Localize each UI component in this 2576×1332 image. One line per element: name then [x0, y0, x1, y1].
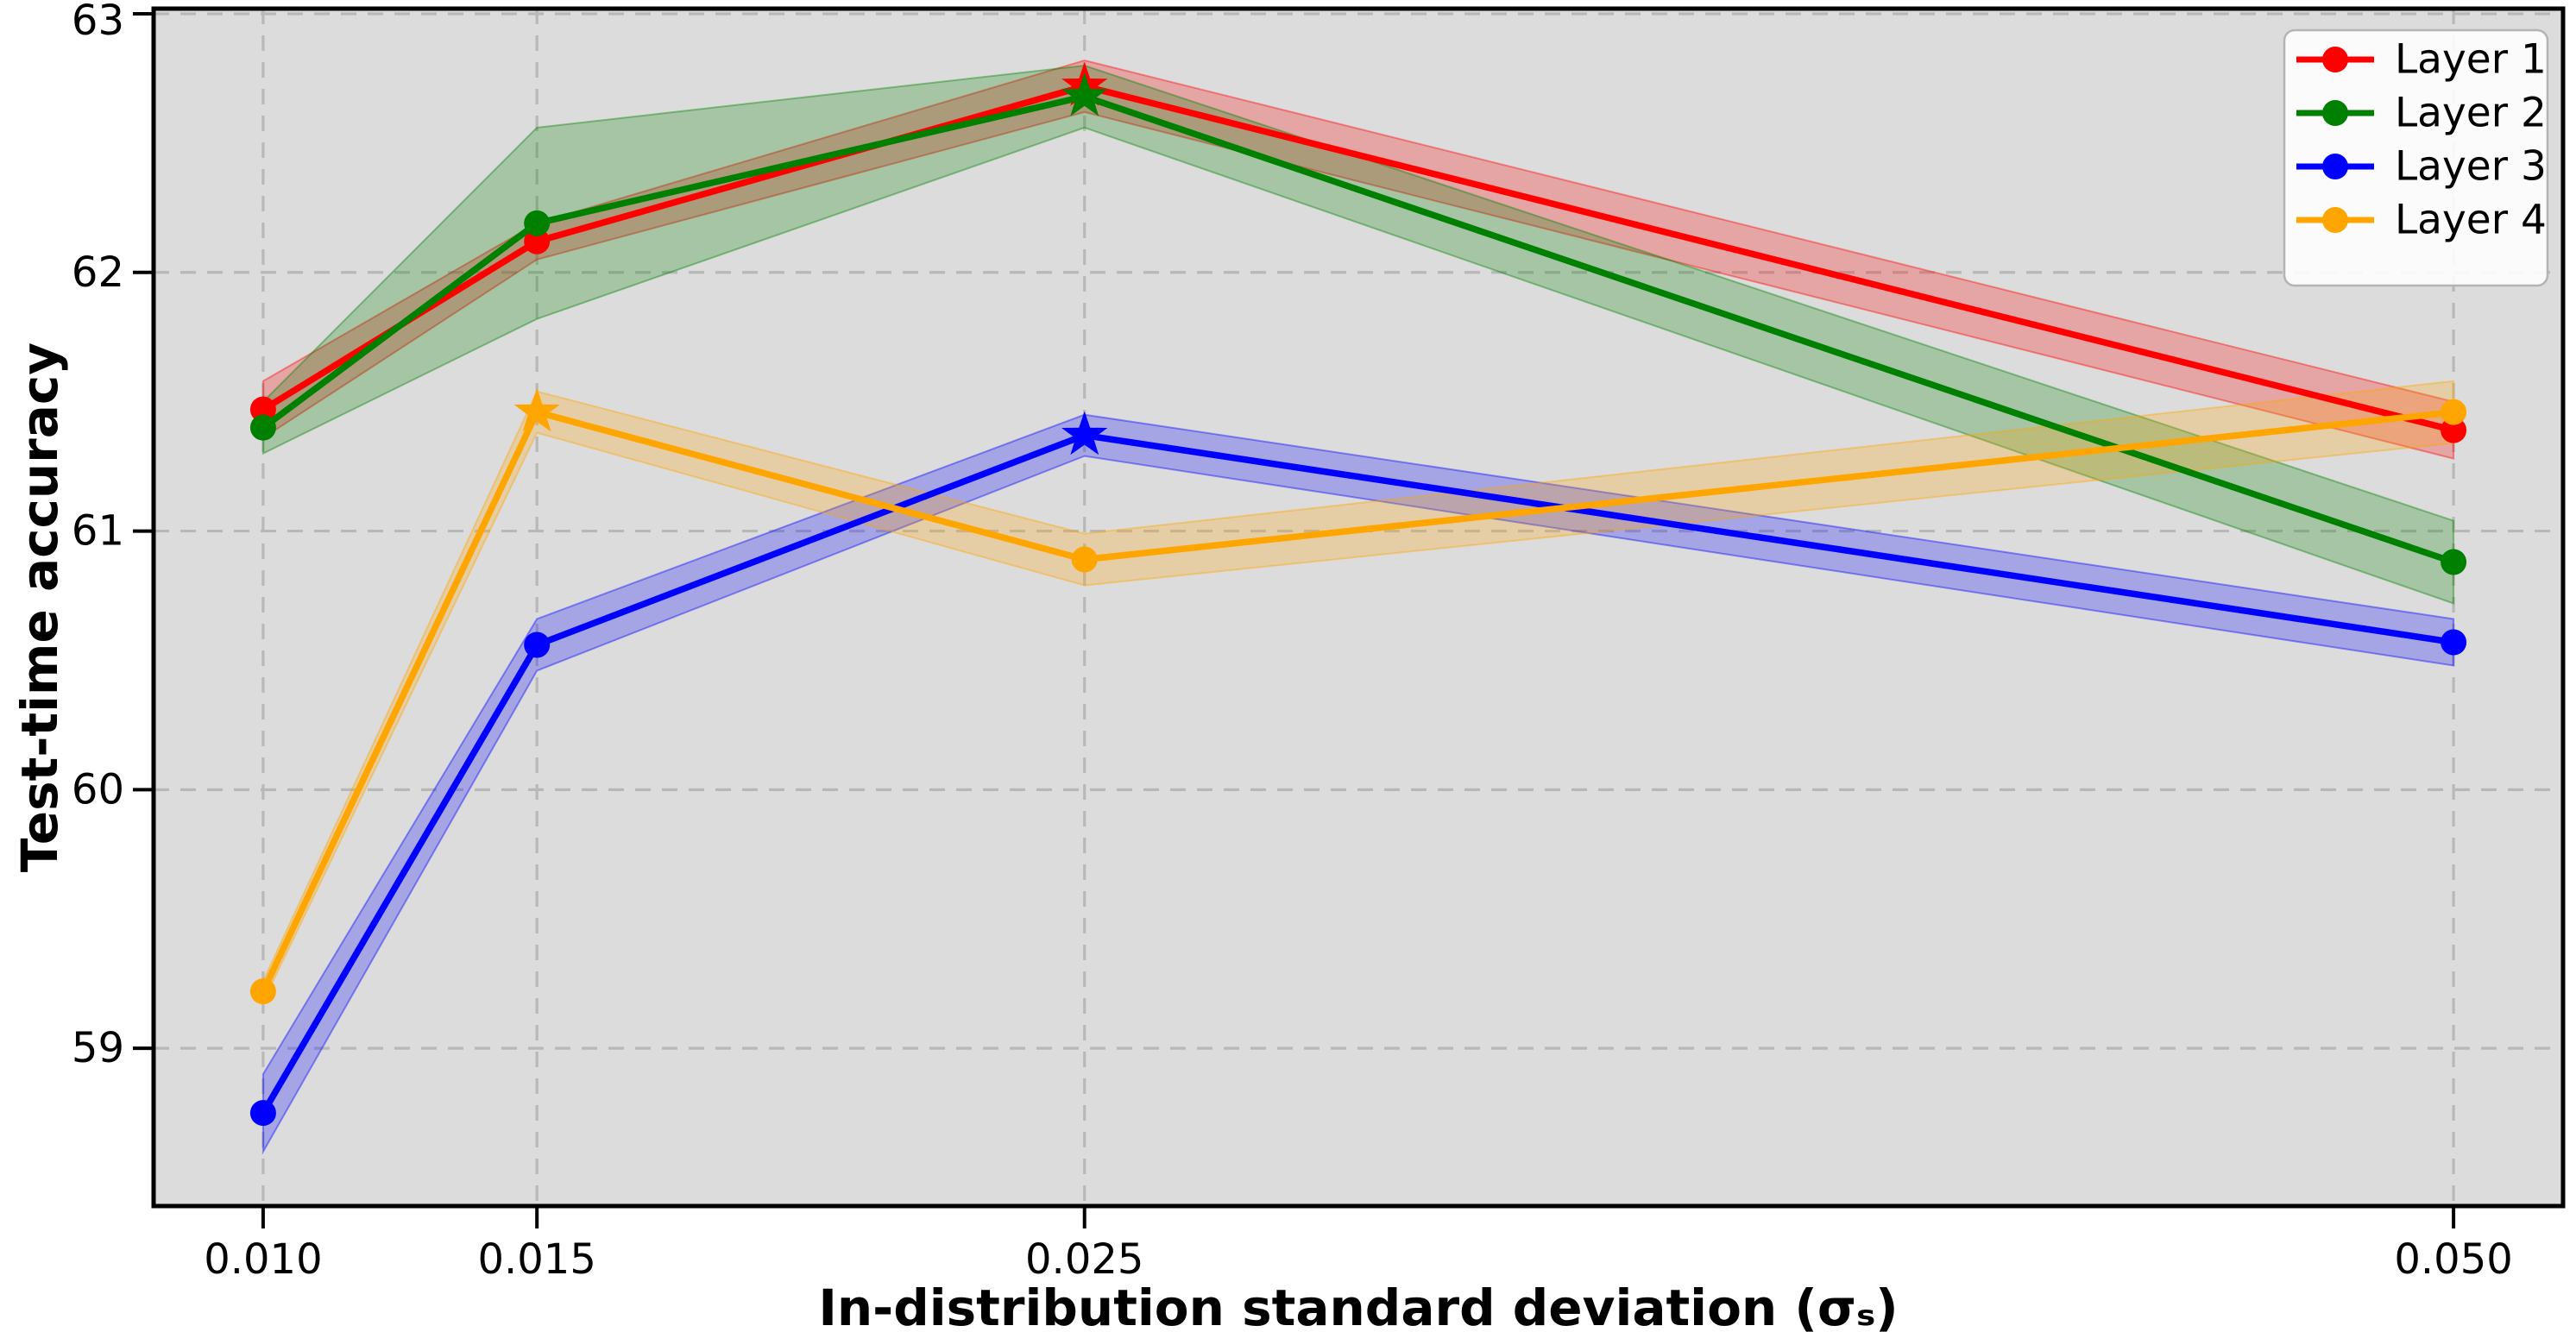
y-axis-label: Test-time accuracy	[10, 342, 69, 872]
legend-sample-marker	[2322, 100, 2348, 126]
legend-sample-marker	[2322, 47, 2348, 72]
x-tick-label: 0.050	[2394, 1235, 2512, 1284]
y-tick-label: 62	[72, 248, 124, 297]
data-point-star-4	[513, 387, 560, 432]
x-tick-label: 0.015	[477, 1235, 595, 1284]
legend-label: Layer 4	[2395, 197, 2547, 244]
series-band-2	[261, 64, 2455, 605]
series-band-3	[261, 413, 2455, 1155]
data-point-4	[2441, 399, 2467, 425]
y-tick-label: 59	[72, 1024, 124, 1072]
x-tick-label: 0.010	[204, 1235, 322, 1284]
y-tick-label: 63	[72, 0, 124, 45]
y-tick-label: 61	[72, 507, 124, 556]
data-point-4	[1071, 546, 1098, 573]
data-point-3	[249, 1100, 276, 1127]
data-point-star-2	[1061, 72, 1108, 116]
legend-label: Layer 1	[2395, 36, 2547, 84]
data-point-2	[249, 414, 276, 441]
plot-background	[154, 9, 2563, 1206]
legend-label: Layer 3	[2395, 143, 2547, 191]
data-point-3	[524, 631, 551, 658]
series-line-4	[260, 408, 2457, 995]
series-line-2	[260, 93, 2457, 566]
data-point-3	[2441, 629, 2467, 656]
x-tick-label: 0.025	[1025, 1235, 1143, 1284]
data-point-1	[2441, 417, 2467, 443]
data-point-1	[249, 396, 276, 423]
data-point-1	[524, 228, 551, 254]
y-tick-label: 60	[72, 765, 124, 814]
data-point-star-3	[1061, 411, 1108, 456]
axes-spines	[151, 6, 2566, 1209]
data-point-2	[2441, 549, 2467, 575]
data-point-4	[249, 978, 276, 1005]
legend-sample-marker	[2322, 154, 2348, 179]
x-axis-label: In-distribution standard deviation (σₛ)	[818, 1279, 1898, 1332]
data-point-2	[524, 210, 551, 236]
legend-label: Layer 2	[2395, 90, 2547, 137]
series-line-3	[260, 431, 2457, 1116]
legend-sample-marker	[2322, 207, 2348, 233]
